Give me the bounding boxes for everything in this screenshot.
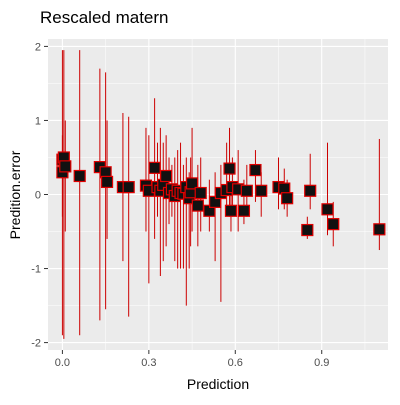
x-tick-label: 0.3	[141, 357, 156, 369]
data-point	[281, 192, 294, 205]
data-point	[327, 218, 340, 231]
data-point	[223, 162, 236, 175]
y-tick-label: 2	[35, 41, 41, 53]
y-tick-label: -1	[31, 264, 41, 276]
data-point	[301, 223, 314, 237]
data-point	[224, 204, 238, 217]
y-tick-label: -2	[31, 338, 41, 350]
data-point	[100, 175, 114, 189]
data-point	[373, 223, 386, 236]
data-point	[191, 199, 204, 212]
chart-title: Rescaled matern	[40, 8, 169, 27]
data-point	[160, 169, 173, 183]
data-point	[304, 184, 317, 197]
data-point	[194, 186, 207, 200]
data-point	[148, 161, 161, 174]
x-tick-label: 0.6	[228, 357, 243, 369]
data-point	[122, 180, 135, 194]
x-tick-label: 0.9	[314, 357, 329, 369]
y-tick-label: 0	[35, 190, 41, 202]
y-axis-ticks: -2 -1 0 1 2	[31, 41, 48, 350]
data-point	[237, 204, 251, 217]
data-point	[73, 169, 86, 183]
data-point	[185, 177, 199, 190]
data-point	[240, 184, 253, 197]
data-point	[321, 203, 334, 216]
x-axis-title: Prediction	[187, 376, 249, 392]
x-axis-ticks: 0.0 0.3 0.6 0.9	[55, 350, 329, 369]
data-point	[255, 184, 268, 197]
data-point	[249, 163, 262, 177]
data-points	[56, 151, 386, 237]
y-axis-title: Predition.error	[7, 150, 23, 239]
data-point	[59, 160, 72, 173]
x-tick-label: 0.0	[55, 357, 70, 369]
y-tick-label: 1	[35, 115, 41, 127]
